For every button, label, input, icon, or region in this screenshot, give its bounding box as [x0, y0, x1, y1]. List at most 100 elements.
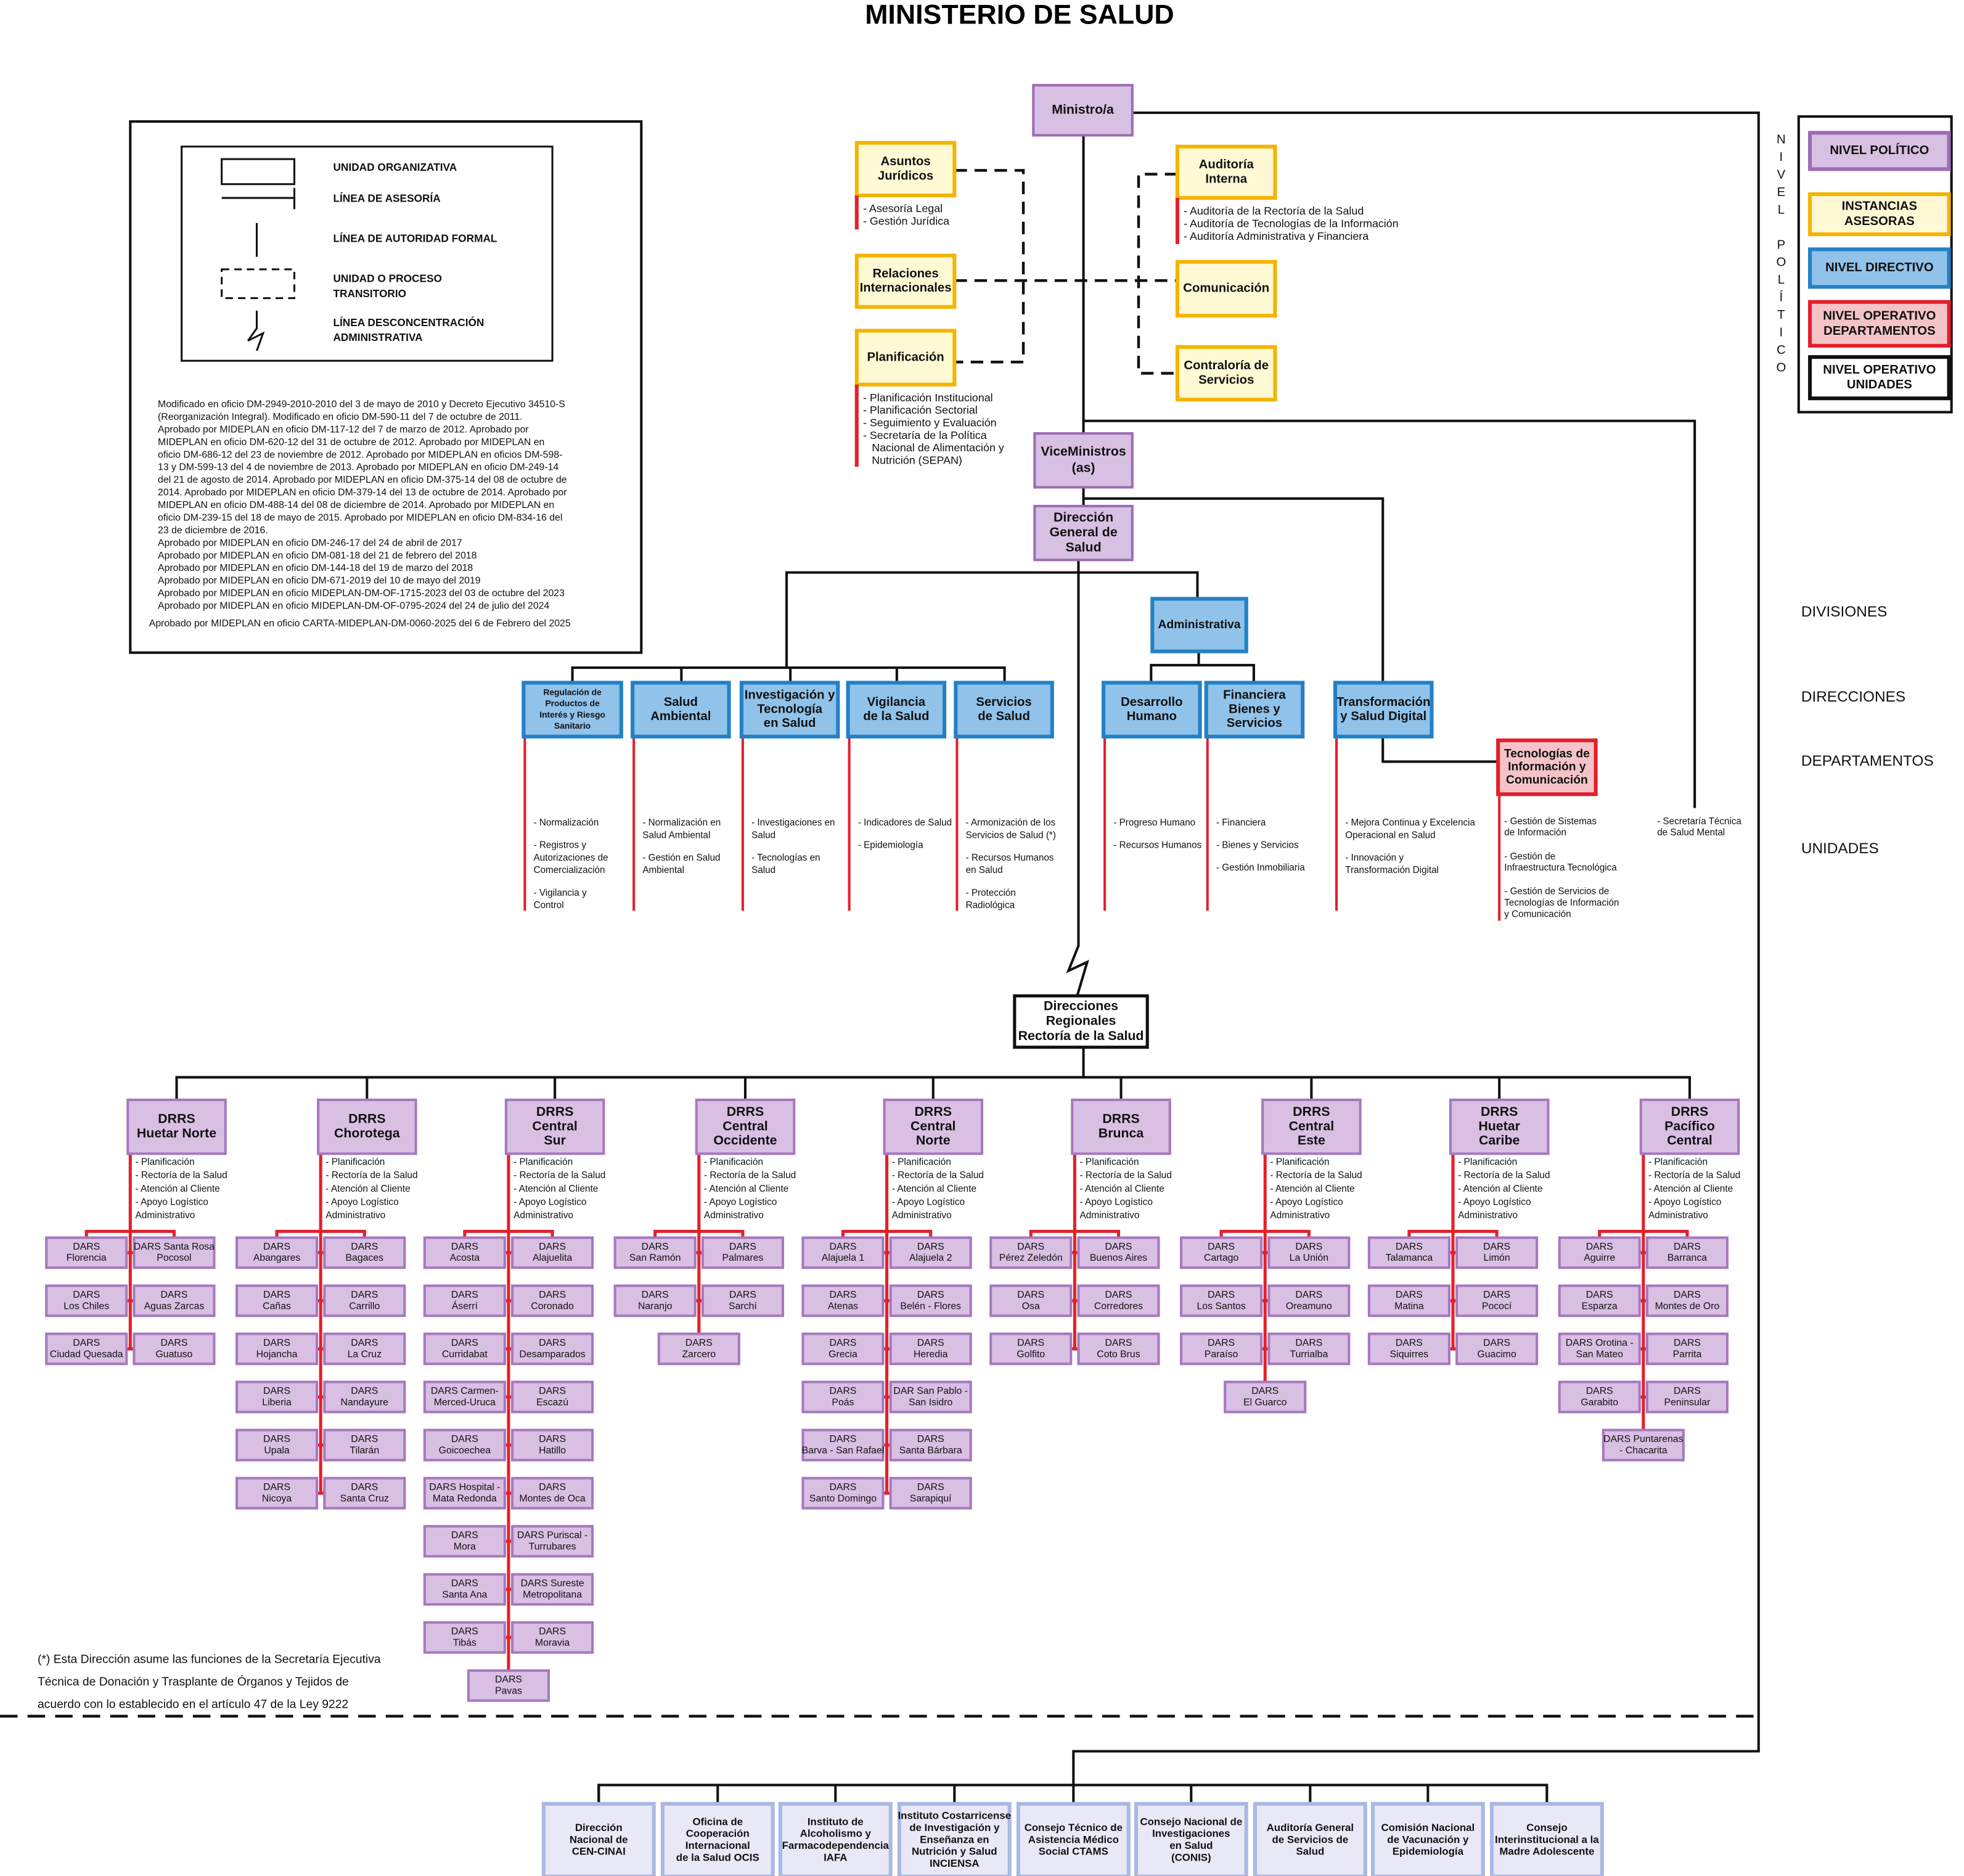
- level-box-label: NIVEL POLÍTICO: [1830, 143, 1929, 157]
- division-box-label: Administrativa: [1158, 618, 1241, 631]
- dars-box: [45, 1332, 128, 1366]
- level-box: [1808, 131, 1951, 171]
- council-box-label: INCIENSA: [930, 1858, 980, 1869]
- dars-box: [1455, 1332, 1539, 1366]
- dars-box: [511, 1236, 594, 1269]
- dars-box-label: Liberia: [262, 1397, 292, 1407]
- connector: [1083, 497, 1385, 683]
- dars-box-label: DARS: [1674, 1242, 1701, 1252]
- dars-box: [423, 1477, 506, 1510]
- dars-box-label: DARS: [829, 1434, 856, 1444]
- symbol-line: [247, 310, 265, 351]
- advisory-box-label: Jurídicos: [878, 169, 933, 182]
- council-box-label: Enseñanza en: [920, 1833, 989, 1845]
- region-box-label: DRRS: [348, 1112, 385, 1126]
- regional-box: [1013, 994, 1149, 1049]
- dars-box-label: DARS: [451, 1626, 478, 1637]
- dars-box: [1367, 1236, 1450, 1269]
- council-box-label: IAFA: [824, 1851, 847, 1863]
- dars-box-label: DARS: [263, 1482, 290, 1493]
- dars-box: [889, 1236, 972, 1269]
- dars-box-label: DARS: [451, 1242, 478, 1252]
- advisory-box: [854, 253, 957, 309]
- region-function: - Atención al Cliente: [892, 1184, 976, 1194]
- dars-box-label: Peninsular: [1664, 1397, 1711, 1407]
- legend-note: Aprobado por MIDEPLAN en oficio DM-144-1…: [158, 563, 473, 573]
- dars-box: [511, 1332, 594, 1366]
- advisory-item: - Secretaría de la Política: [863, 429, 987, 441]
- dars-box: [1645, 1380, 1729, 1414]
- region-function: - Planificación: [1079, 1157, 1139, 1168]
- direction-box-label: Servicios: [1227, 716, 1282, 730]
- legend-note: (Reorganización Integral). Modificado en…: [158, 412, 523, 422]
- dars-box-label: Turrialba: [1290, 1349, 1328, 1359]
- connector: [785, 571, 1199, 668]
- direction-item: - Gestión Inmobiliaria: [1216, 862, 1305, 873]
- dars-box-label: Oreamuno: [1286, 1301, 1332, 1311]
- region-function: - Rectoría de la Salud: [1648, 1170, 1740, 1181]
- region-function: Administrativo: [135, 1210, 195, 1221]
- dars-box-label: Santa Cruz: [340, 1493, 389, 1504]
- dars-box: [801, 1428, 885, 1462]
- dars-box: [1455, 1284, 1539, 1317]
- dars-box-label: DARS: [829, 1482, 856, 1493]
- region-box: [1449, 1098, 1550, 1155]
- council-box-label: de Servicios de: [1272, 1833, 1349, 1845]
- direction-box-label: en Salud: [764, 716, 816, 730]
- department-box-label: Comunicación: [1506, 774, 1588, 787]
- advisory-item: - Asesoría Legal: [863, 202, 943, 215]
- dars-box-label: DARS: [829, 1290, 856, 1300]
- dars-box-label: La Cruz: [348, 1349, 382, 1359]
- direction-box-label: Humano: [1127, 710, 1177, 723]
- region-box-label: DRRS: [1293, 1104, 1330, 1119]
- region-function: - Planificación: [1648, 1157, 1708, 1168]
- direction-box-label: Productos de: [545, 698, 599, 708]
- council-box-label: (CONIS): [1171, 1851, 1211, 1863]
- council-box: [1134, 1801, 1248, 1876]
- red-bar: [1029, 1229, 1121, 1240]
- regional-box-label: Regionales: [1046, 1014, 1116, 1028]
- dars-box-label: Paraíso: [1205, 1349, 1238, 1359]
- dars-box-label: Parrita: [1673, 1349, 1702, 1359]
- region-function: - Apoyo Logístico: [704, 1197, 777, 1207]
- level-box-label: UNIDADES: [1847, 378, 1912, 391]
- region-box-label: Huetar Norte: [137, 1126, 216, 1141]
- direction-item: - Tecnologías en: [751, 853, 820, 863]
- dars-box: [423, 1380, 506, 1414]
- dars-box-label: DARS Santa Rosa: [134, 1242, 215, 1252]
- dars-box-label: DARS: [73, 1242, 100, 1252]
- connector: [1066, 560, 1089, 996]
- council-box-label: Epidemiología: [1393, 1846, 1464, 1858]
- dars-box-label: Esparza: [1582, 1301, 1618, 1311]
- council-box-label: Social CTAMS: [1039, 1846, 1108, 1858]
- dars-box: [511, 1477, 594, 1510]
- dars-box-label: DARS: [642, 1242, 669, 1252]
- region-function: - Rectoría de la Salud: [1270, 1170, 1362, 1181]
- dars-box: [989, 1236, 1073, 1269]
- legend-inner: [181, 145, 554, 362]
- direction-box: [631, 681, 731, 739]
- dars-box-label: DARS: [539, 1290, 566, 1300]
- region-box-label: DRRS: [727, 1104, 764, 1119]
- dars-box-label: DARS Sureste: [521, 1578, 584, 1589]
- region-function: - Planificación: [704, 1157, 763, 1168]
- dars-box-label: DARS Puriscal -: [517, 1530, 587, 1541]
- footnote: Técnica de Donación y Trasplante de Órga…: [38, 1674, 349, 1689]
- direction-item: - Mejora Continua y Excelencia: [1345, 817, 1475, 828]
- direction-box: [846, 681, 947, 739]
- legend-note: del 21 de agosto de 2014. Aprobado por M…: [158, 475, 567, 485]
- direction-box-label: de Salud: [978, 710, 1030, 723]
- advisory-box-label: Auditoría: [1199, 158, 1254, 171]
- dars-box-label: DARS: [1251, 1386, 1279, 1396]
- region-function: - Atención al Cliente: [1648, 1184, 1733, 1194]
- legend-note: 13 y DM-599-13 del 4 de noviembre de 201…: [158, 462, 559, 473]
- council-box-label: Salud: [1296, 1846, 1324, 1858]
- direction-box-label: Transformación: [1336, 695, 1430, 709]
- region-box: [504, 1098, 605, 1155]
- red-bar: [463, 1229, 554, 1240]
- department-item: y Comunicación: [1504, 909, 1571, 919]
- red-bar: [653, 1229, 745, 1240]
- council-box: [660, 1801, 775, 1876]
- dars-box: [1180, 1284, 1263, 1317]
- dars-box-label: Upala: [264, 1445, 290, 1456]
